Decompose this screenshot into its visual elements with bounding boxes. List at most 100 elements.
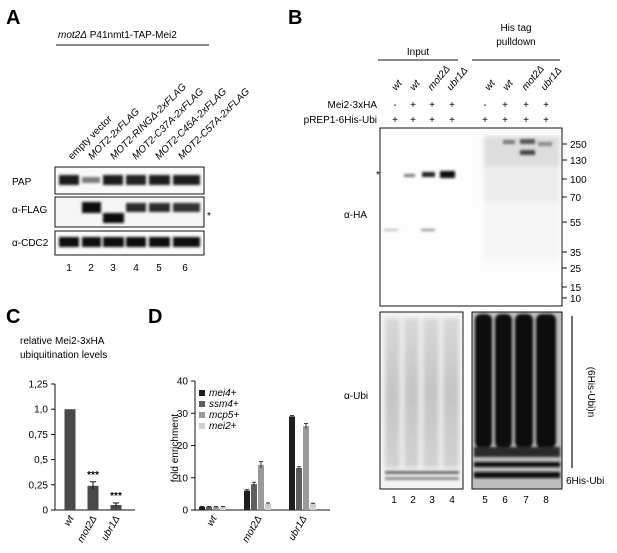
treatment-mark: + — [449, 100, 455, 111]
panel-d: D fold enrichment 0 10 20 30 40 wt mot2Δ ubr1Δ m… — [148, 306, 330, 545]
panel-c-title-2: ubiquitination levels — [20, 350, 107, 361]
panel-d-letter: D — [148, 306, 162, 328]
c-y-tick-label: 1,25 — [29, 380, 49, 391]
lane-number-b: 8 — [543, 495, 549, 506]
c-significance: *** — [110, 491, 122, 502]
d-legend-swatch — [199, 401, 205, 407]
ha-antibody-label: α-HA — [344, 210, 367, 221]
lane-number-b: 3 — [429, 495, 435, 506]
group-input-label: Input — [407, 47, 429, 58]
mw-marker-25: 25 — [570, 264, 582, 275]
treatment-mark: - — [393, 100, 396, 111]
free-ubi-label: 6His-Ubi — [566, 476, 604, 487]
d-bar — [199, 506, 205, 510]
flag-asterisk: * — [207, 211, 211, 222]
d-bar — [296, 468, 302, 510]
d-legend-label: ssm4+ — [209, 399, 239, 410]
lane-number-a: 5 — [156, 263, 162, 274]
mw-marker-70: 70 — [570, 193, 582, 204]
treatment-mark: + — [449, 115, 455, 126]
d-y-tick-label: 0 — [182, 506, 188, 517]
lane-number-b: 4 — [449, 495, 455, 506]
genotype-lane-1: wt — [390, 77, 406, 93]
d-y-tick-label: 20 — [177, 441, 189, 452]
d-legend-swatch — [199, 412, 205, 418]
c-bar — [110, 504, 122, 510]
lane-number-b: 5 — [482, 495, 488, 506]
treatment-mark: + — [429, 115, 435, 126]
c-x-tick-label: mot2Δ — [76, 514, 100, 545]
lane-numbers-b: 1 2 3 4 5 6 7 8 — [391, 495, 549, 506]
c-y-tick-label: 1,0 — [34, 405, 48, 416]
lane-number-b: 6 — [502, 495, 508, 506]
blot-cdc2-label: α-CDC2 — [12, 238, 49, 249]
mw-marker-130: 130 — [570, 156, 587, 167]
treatment-mark: + — [502, 115, 508, 126]
strain-label: mot2Δ P41nmt1-TAP-Mei2 — [58, 30, 177, 41]
d-bar — [244, 490, 250, 510]
panel-a-letter: A — [6, 7, 20, 29]
c-y-tick-label: 0,75 — [29, 430, 49, 441]
blot-flag: α-FLAG * — [12, 196, 211, 228]
c-bar — [87, 485, 99, 510]
mw-marker-55: 55 — [570, 218, 582, 229]
treatment-mark: + — [523, 100, 529, 111]
lane-number-a: 4 — [133, 263, 139, 274]
mw-marker-10: 10 — [570, 294, 582, 305]
blot-flag-label: α-FLAG — [12, 205, 47, 216]
blot-ubi-input: α-Ubi — [344, 311, 464, 490]
treatment-mark: + — [502, 100, 508, 111]
mw-marker-100: 100 — [570, 175, 587, 186]
panel-b-letter: B — [288, 7, 302, 29]
treatment-marks: - + + + - + + + + + + + + + + + — [392, 100, 549, 126]
blot-cdc2: α-CDC2 — [12, 230, 205, 256]
lane-number-a: 3 — [110, 263, 116, 274]
treatment-mark: + — [410, 100, 416, 111]
group-pulldown-label-1: His tag — [500, 23, 531, 34]
blot-ha: * α-HA — [344, 127, 563, 307]
treatment-mark: - — [483, 100, 486, 111]
c-x-tick-label: ubr1Δ — [100, 514, 123, 543]
d-bar — [289, 416, 295, 510]
d-x-tick-label: wt — [205, 513, 220, 528]
treatment-mark: + — [543, 115, 549, 126]
chart-c: 0 0,25 0,5 0,75 1,0 1,25 wt *** mot2Δ *** ubr1Δ — [29, 380, 135, 545]
chart-d: 0 10 20 30 40 wt mot2Δ ubr1Δ mei4+ssm4+mcp5+mei2… — [177, 377, 330, 545]
row-label-mei2: Mei2-3xHA — [328, 100, 378, 111]
treatment-mark: + — [482, 115, 488, 126]
d-y-tick-label: 30 — [177, 409, 189, 420]
d-legend-label: mcp5+ — [209, 410, 239, 421]
lane-number-a: 1 — [66, 263, 72, 274]
d-y-tick-label: 40 — [177, 377, 189, 388]
ubi-antibody-label: α-Ubi — [344, 391, 368, 402]
mw-marker-35: 35 — [570, 248, 582, 259]
genotype-lane-2: wt — [408, 77, 424, 93]
lane-number-b: 1 — [391, 495, 397, 506]
blot-ubi-pulldown — [471, 311, 563, 490]
panel-d-ylabel: fold enrichment — [170, 414, 181, 483]
d-bar — [265, 503, 271, 510]
c-y-tick-label: 0,5 — [34, 455, 48, 466]
panel-c-title-1: relative Mei2-3xHA — [20, 336, 105, 347]
d-bar — [303, 426, 309, 510]
c-x-tick-label: wt — [62, 513, 77, 528]
d-bar — [310, 503, 316, 510]
strain-genotype: mot2Δ — [58, 30, 87, 41]
d-legend-swatch — [199, 390, 205, 396]
row-label-ubi: pREP1-6His-Ubi — [304, 115, 377, 126]
treatment-mark: + — [429, 100, 435, 111]
c-y-tick-label: 0,25 — [29, 480, 49, 491]
panel-c-letter: C — [6, 306, 20, 328]
lane-number-b: 7 — [523, 495, 529, 506]
group-pulldown-label-2: pulldown — [496, 37, 535, 48]
panel-c: C relative Mei2-3xHA ubiquitination leve… — [6, 306, 135, 545]
lane-number-a: 2 — [88, 263, 94, 274]
mw-markers: 250 130 100 70 55 35 25 15 10 — [562, 140, 587, 305]
polyubi-label: (6His-Ubi)n — [585, 367, 596, 418]
ha-asterisk: * — [376, 170, 380, 181]
d-bar — [258, 464, 264, 510]
c-bar — [64, 409, 76, 510]
panel-b: B Input His tag pulldown wt wt mot2Δ ubr… — [288, 7, 604, 506]
treatment-mark: + — [410, 115, 416, 126]
